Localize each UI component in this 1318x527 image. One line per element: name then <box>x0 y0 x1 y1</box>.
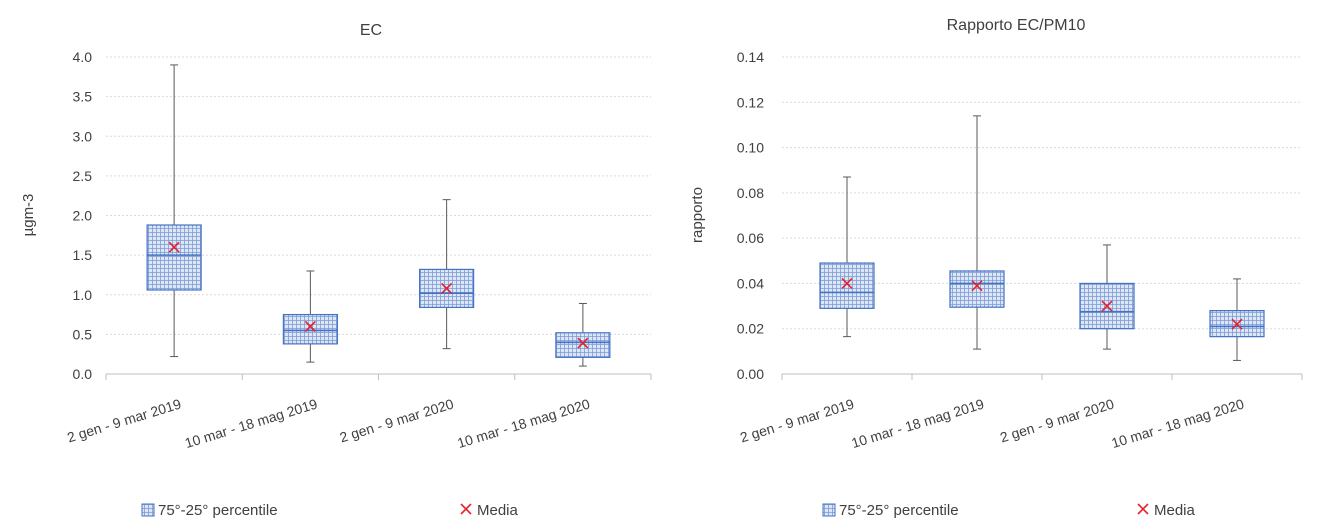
mean-marker <box>168 241 180 253</box>
mean-marker <box>441 282 453 294</box>
x-tick-label: 10 mar - 18 mag 2019 <box>849 396 986 452</box>
ec-pm10-ratio-chart: Rapporto EC/PM10 rapporto 0.00 0.02 0.04 0.… <box>689 17 1303 519</box>
y-tick-label: 0.14 <box>737 49 764 65</box>
iqr-box <box>819 262 875 309</box>
chart-title: EC <box>360 22 382 39</box>
x-tick-label: 10 mar - 18 mag 2019 <box>183 396 320 452</box>
legend-mean-marker <box>1137 503 1149 515</box>
y-tick-label: 0.08 <box>737 185 764 201</box>
box-plot <box>555 302 611 367</box>
iqr-box <box>146 224 202 291</box>
box-plot <box>146 64 202 358</box>
x-tick-label: 2 gen - 9 mar 2020 <box>338 396 456 446</box>
mean-marker <box>1101 300 1113 312</box>
legend: 75°-25° percentile Media <box>141 502 519 519</box>
legend-mean-marker <box>460 503 472 515</box>
y-tick-label: 1.0 <box>73 287 93 303</box>
box-plot <box>1079 244 1135 350</box>
legend: 75°-25° percentile Media <box>822 502 1196 519</box>
x-tick-label: 10 mar - 18 mag 2020 <box>1109 396 1246 452</box>
y-tick-label: 1.5 <box>73 247 93 263</box>
mean-marker <box>1231 318 1243 330</box>
box-plot <box>282 270 338 363</box>
x-tick-label: 2 gen - 9 mar 2020 <box>998 396 1116 446</box>
y-tick-label: 0.00 <box>737 366 764 382</box>
x-tick-label: 2 gen - 9 mar 2019 <box>738 396 856 446</box>
mean-marker <box>304 320 316 333</box>
legend-box-label: 75°-25° percentile <box>158 502 278 519</box>
iqr-box <box>555 332 611 358</box>
y-axis-label: µgm-3 <box>20 194 37 237</box>
y-tick-label: 2.5 <box>73 168 93 184</box>
legend-mean-label: Media <box>477 502 519 519</box>
y-tick-label: 3.5 <box>73 89 93 105</box>
y-tick-label: 0.12 <box>737 94 764 110</box>
iqr-box <box>949 270 1005 308</box>
y-tick-label: 0.06 <box>737 230 764 246</box>
y-axis-label: rapporto <box>689 187 706 243</box>
y-tick-label: 0.5 <box>73 326 93 342</box>
y-tick-label: 4.0 <box>73 49 93 65</box>
chart-title: Rapporto EC/PM10 <box>947 17 1086 34</box>
legend-box-swatch <box>141 503 155 517</box>
box-plot <box>819 176 875 338</box>
mean-marker <box>841 277 853 289</box>
y-tick-label: 0.04 <box>737 275 764 291</box>
y-tick-label: 0.02 <box>737 321 764 337</box>
x-tick-label: 2 gen - 9 mar 2019 <box>65 396 183 446</box>
ec-chart: EC µgm-3 0.0 0.5 1.0 1.5 2.0 2.5 3.0 3.5 4.0 2 g… <box>20 22 652 519</box>
box-plot <box>1209 278 1265 361</box>
legend-box-label: 75°-25° percentile <box>839 502 959 519</box>
iqr-box <box>282 313 338 345</box>
mean-marker <box>577 337 589 349</box>
box-plot <box>949 115 1005 350</box>
y-tick-label: 2.0 <box>73 208 93 224</box>
y-tick-label: 3.0 <box>73 128 93 144</box>
y-tick-label: 0.0 <box>73 366 93 382</box>
legend-box-swatch <box>822 503 836 517</box>
mean-marker <box>971 280 983 292</box>
iqr-box <box>419 268 475 309</box>
x-tick-label: 10 mar - 18 mag 2020 <box>455 396 592 452</box>
y-tick-label: 0.10 <box>737 140 764 156</box>
box-plot <box>419 199 475 350</box>
legend-mean-label: Media <box>1154 502 1196 519</box>
